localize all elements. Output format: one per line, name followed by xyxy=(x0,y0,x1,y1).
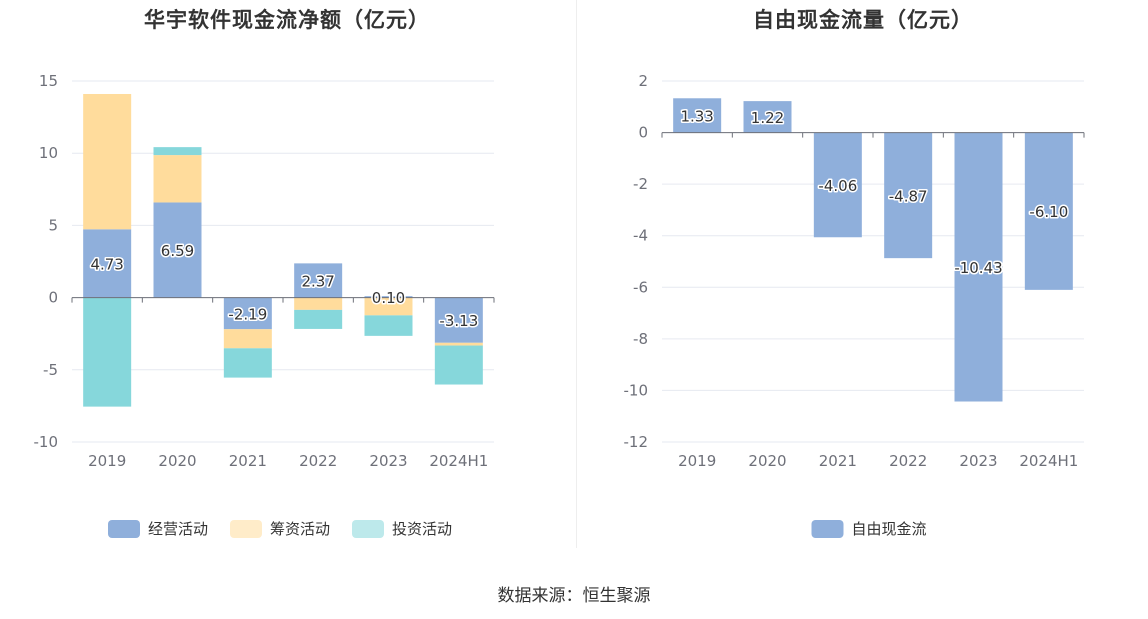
legend-label: 经营活动 xyxy=(148,520,208,538)
data-label: 0.10 xyxy=(372,289,405,307)
bar-2022-经营活动 xyxy=(294,263,343,298)
bar-2021-筹资活动 xyxy=(223,329,272,349)
x-tick-label: 2024H1 xyxy=(1019,452,1078,470)
bar-2024H1-自由现金流 xyxy=(1024,132,1073,290)
chart-title: 自由现金流量（亿元） xyxy=(753,8,973,32)
data-label: -2.19 xyxy=(228,305,267,323)
x-tick-label: 2020 xyxy=(158,452,196,470)
bar-2019-经营活动 xyxy=(83,229,132,298)
bar-2021-自由现金流 xyxy=(813,132,862,238)
y-tick-label: 0 xyxy=(48,289,58,307)
bar-2023-筹资活动 xyxy=(364,297,413,316)
cash-flow-net-chart: 15 10 5 0 -5 -10 2019 2020 2021 2022 2023 2024H1 4.7… xyxy=(34,72,495,538)
bar-2020-投资活动 xyxy=(153,147,202,156)
x-tick-label: 2021 xyxy=(229,452,267,470)
legend-swatch xyxy=(352,520,384,538)
data-label: 2.37 xyxy=(301,272,334,290)
x-tick-label: 2019 xyxy=(88,452,126,470)
free-cash-flow-chart-panel: 自由现金流量（亿元） 2 0 -2 -4 -6 -8 -10 -12 2019 2020 2021 2… xyxy=(578,0,1148,560)
y-tick-label: 2 xyxy=(638,72,648,90)
data-label: -10.43 xyxy=(954,259,1002,277)
bar-2019-自由现金流 xyxy=(673,98,722,133)
x-tick-label: 2023 xyxy=(959,452,997,470)
bar-2021-投资活动 xyxy=(223,348,272,378)
y-tick-label: -5 xyxy=(43,361,58,379)
bar-2021-经营活动 xyxy=(223,297,272,330)
bar-2019-筹资活动 xyxy=(83,93,132,230)
panel-divider xyxy=(576,0,577,548)
y-tick-label: -6 xyxy=(633,278,648,296)
data-label: 1.33 xyxy=(680,107,713,125)
bar-2024H1-经营活动 xyxy=(434,297,483,343)
free-cash-flow-chart: 2 0 -2 -4 -6 -8 -10 -12 2019 2020 2021 2022 2023 2024… xyxy=(624,72,1085,538)
bar-2020-经营活动 xyxy=(153,202,202,298)
x-tick-label: 2020 xyxy=(748,452,786,470)
bar-2022-筹资活动 xyxy=(294,297,343,310)
data-source-note: 数据来源：恒生聚源 xyxy=(497,586,651,606)
chart-title: 华宇软件现金流净额（亿元） xyxy=(144,8,430,32)
legend-swatch xyxy=(108,520,140,538)
y-tick-label: 10 xyxy=(39,144,58,162)
y-tick-label: -12 xyxy=(624,433,649,451)
x-tick-label: 2024H1 xyxy=(429,452,488,470)
data-label: 6.59 xyxy=(161,242,194,260)
legend-swatch xyxy=(230,520,262,538)
data-label: -4.06 xyxy=(818,177,857,195)
bar-2022-自由现金流 xyxy=(884,132,933,259)
data-label: 4.73 xyxy=(90,255,123,273)
bar-2023-投资活动 xyxy=(364,315,413,336)
bar-2023-经营活动 xyxy=(364,296,413,298)
bar-2020-自由现金流 xyxy=(743,101,792,133)
y-tick-label: -10 xyxy=(34,433,59,451)
cash-flow-net-chart-panel: 华宇软件现金流净额（亿元） 15 10 5 0 -5 -10 2019 2020 2021 202… xyxy=(0,0,574,560)
bar-2020-筹资活动 xyxy=(153,155,202,203)
bar-2022-投资活动 xyxy=(294,309,343,329)
x-tick-label: 2022 xyxy=(299,452,337,470)
bar-2023-自由现金流 xyxy=(954,132,1003,402)
x-tick-label: 2019 xyxy=(678,452,716,470)
x-tick-label: 2021 xyxy=(819,452,857,470)
x-tick-label: 2023 xyxy=(369,452,407,470)
data-label: -6.10 xyxy=(1029,203,1068,221)
legend-label: 筹资活动 xyxy=(270,520,330,538)
y-tick-label: -10 xyxy=(624,381,649,399)
data-label: -3.13 xyxy=(439,312,478,330)
x-tick-label: 2022 xyxy=(889,452,927,470)
legend-swatch xyxy=(811,520,844,538)
y-tick-label: 0 xyxy=(638,124,648,142)
legend-label: 自由现金流 xyxy=(852,520,927,538)
bar-2024H1-投资活动 xyxy=(434,345,483,385)
y-tick-label: 15 xyxy=(39,72,58,90)
data-label: -4.87 xyxy=(889,187,928,205)
y-tick-label: -4 xyxy=(633,227,648,245)
y-tick-label: -2 xyxy=(633,175,648,193)
y-tick-label: -8 xyxy=(633,330,648,348)
y-tick-label: 5 xyxy=(48,216,58,234)
data-label: 1.22 xyxy=(751,109,784,127)
bar-2019-投资活动 xyxy=(83,297,132,407)
bar-2024H1-筹资活动 xyxy=(434,342,483,346)
legend-label: 投资活动 xyxy=(392,520,452,538)
